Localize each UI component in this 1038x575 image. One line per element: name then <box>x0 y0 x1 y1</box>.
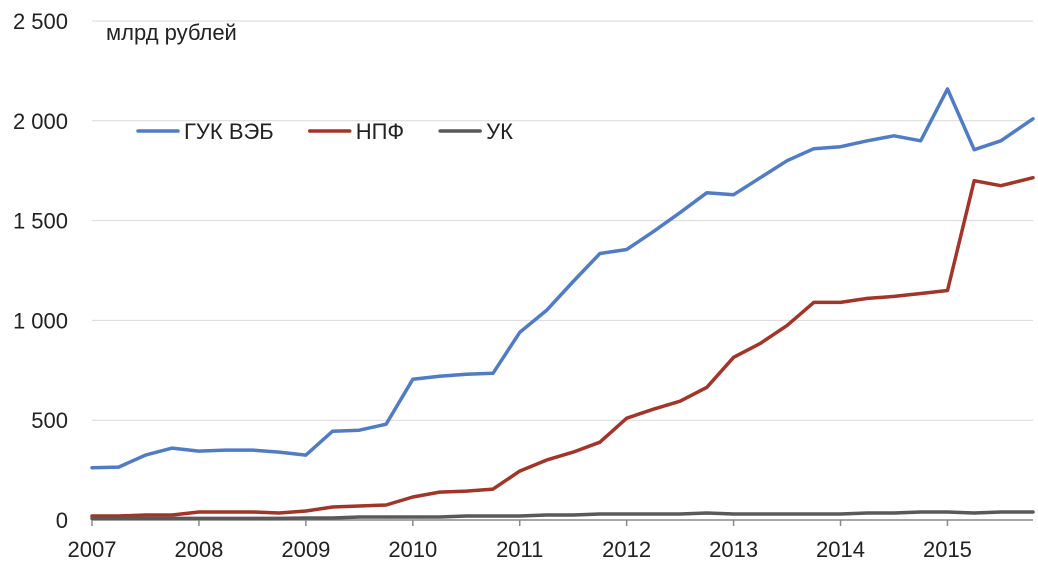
x-tick-label: 2013 <box>709 537 758 562</box>
y-axis-unit-label: млрд рублей <box>106 20 237 45</box>
x-tick-label: 2012 <box>602 537 651 562</box>
y-axis-tick-labels: 0 500 1 000 1 500 2 000 2 500 <box>13 9 68 533</box>
legend-label: ГУК ВЭБ <box>184 119 274 144</box>
y-tick-label: 500 <box>31 408 68 433</box>
legend-item-ук: УК <box>438 119 513 144</box>
x-tick-label: 2007 <box>68 537 117 562</box>
x-tick-label: 2008 <box>174 537 223 562</box>
x-tick-label: 2009 <box>281 537 330 562</box>
x-tick-label: 2015 <box>923 537 972 562</box>
y-tick-label: 1 000 <box>13 308 68 333</box>
legend-item-нпф: НПФ <box>307 119 404 144</box>
legend-label: УК <box>486 119 513 144</box>
x-axis: 2007 2008 2009 2010 2011 2012 2013 2014 2015 <box>68 519 1033 562</box>
series-line-нпф <box>90 175 1035 518</box>
y-tick-label: 0 <box>56 508 68 533</box>
x-tick-label: 2011 <box>496 537 543 562</box>
series-line-ук <box>90 510 1035 521</box>
y-tick-label: 1 500 <box>13 209 68 234</box>
legend-label: НПФ <box>356 119 404 144</box>
series-line-гук-вэб <box>90 87 1035 470</box>
y-tick-label: 2 500 <box>13 9 68 34</box>
series-lines <box>90 87 1035 521</box>
y-tick-label: 2 000 <box>13 109 68 134</box>
legend: ГУК ВЭБ НПФ УК <box>136 119 513 144</box>
x-tick-label: 2014 <box>816 537 865 562</box>
gridlines <box>92 20 1033 421</box>
x-tick-label: 2010 <box>388 537 437 562</box>
legend-item-гук-вэб: ГУК ВЭБ <box>136 119 274 144</box>
